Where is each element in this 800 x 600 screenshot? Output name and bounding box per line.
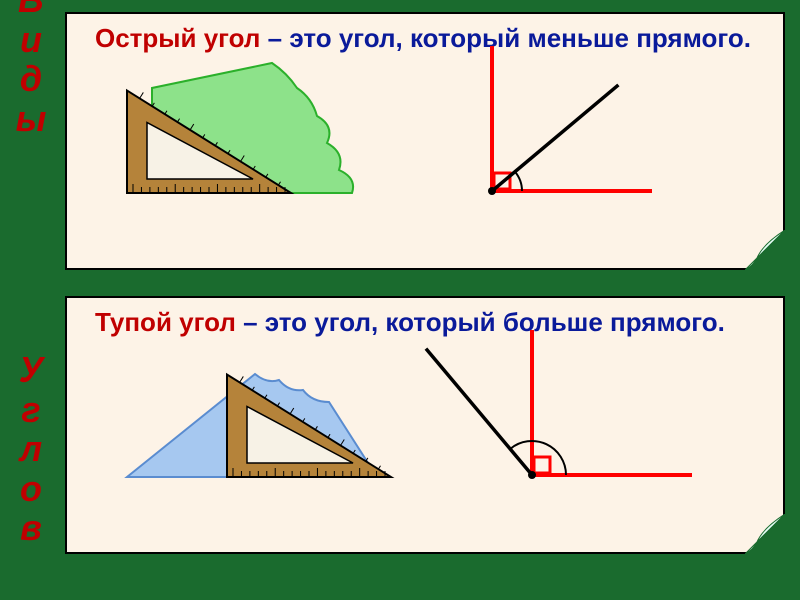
side-title-vidy: В и д ы bbox=[8, 0, 54, 138]
page-curl-icon bbox=[745, 230, 785, 270]
panel-obtuse: Тупой угол – это угол, который больше пр… bbox=[65, 296, 785, 554]
triangle-ruler-acute bbox=[117, 48, 377, 203]
side-char: о bbox=[20, 469, 42, 509]
panel-acute: Острый угол – это угол, который меньше п… bbox=[65, 12, 785, 270]
triangle-ruler-obtuse bbox=[117, 332, 417, 487]
side-title-uglov: У г л о в bbox=[8, 350, 54, 548]
side-char: д bbox=[20, 59, 42, 99]
side-char: В bbox=[18, 0, 44, 20]
page-curl-icon bbox=[745, 514, 785, 554]
side-char: в bbox=[20, 508, 42, 548]
angle-figure-acute bbox=[377, 43, 667, 203]
angle-figure-obtuse bbox=[417, 327, 707, 487]
side-char: г bbox=[21, 390, 40, 430]
side-char: У bbox=[19, 350, 43, 390]
diagram-row-obtuse bbox=[67, 345, 783, 505]
diagram-row-acute bbox=[67, 61, 783, 221]
side-char: ы bbox=[16, 99, 47, 139]
side-char: л bbox=[20, 429, 42, 469]
side-char: и bbox=[20, 20, 42, 60]
